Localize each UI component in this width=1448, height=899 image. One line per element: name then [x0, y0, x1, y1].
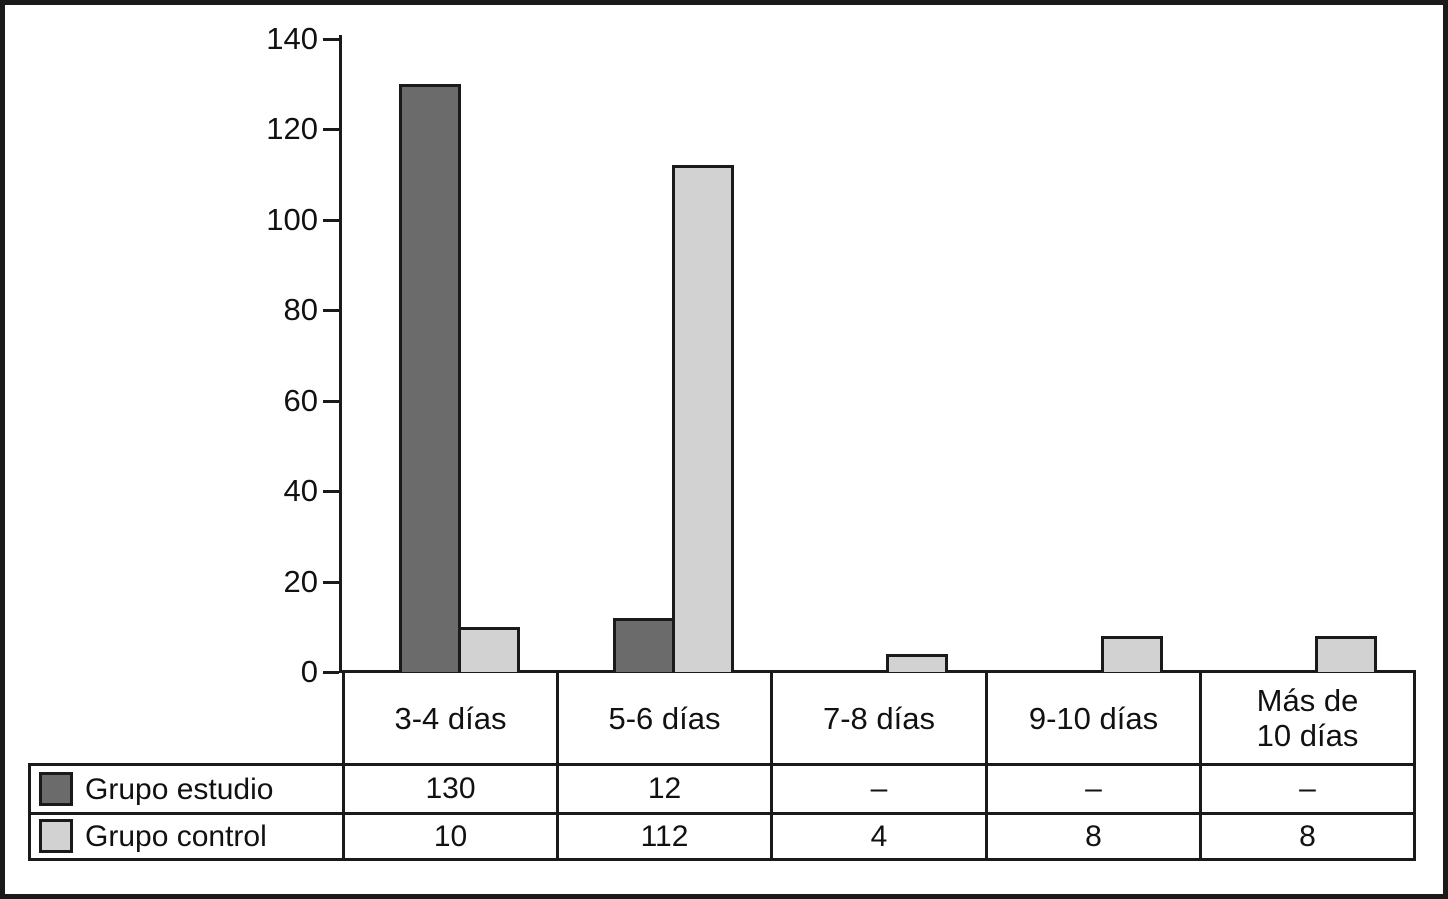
category-header-row: 3-4 días 5-6 días 7-8 días 9-10 días Más de 1…	[30, 670, 1416, 766]
bar-grupo-estudio-cat1	[613, 618, 675, 672]
y-axis-tick-label: 100	[266, 201, 318, 237]
table-row-grupo-control: Grupo control 10 112 4 8 8	[28, 812, 1416, 861]
value-cell: 130	[342, 763, 559, 815]
bar-grupo-control-cat2	[886, 654, 948, 672]
bar-grupo-control-cat3	[1101, 636, 1163, 672]
y-axis-tick-label: 20	[283, 563, 318, 599]
data-table: 3-4 días 5-6 días 7-8 días 9-10 días Más de 1…	[28, 670, 1416, 861]
category-label-line: Más de	[1256, 683, 1359, 718]
y-axis-tick-mark	[323, 218, 339, 222]
y-axis-tick-mark	[323, 580, 339, 584]
bar-grupo-estudio-cat0	[399, 84, 461, 672]
legend-swatch-grupo-estudio	[39, 771, 73, 806]
y-axis-tick-label: 140	[266, 20, 318, 56]
bar-grupo-control-cat4	[1315, 636, 1377, 672]
legend-swatch-grupo-control	[39, 819, 73, 853]
y-axis-tick-mark	[323, 671, 339, 674]
y-axis-tick-label: 40	[283, 473, 318, 508]
legend-label: Grupo estudio	[85, 772, 274, 806]
table-body: 3-4 días 5-6 días 7-8 días 9-10 días Más de 1…	[28, 670, 1416, 861]
category-label-line: 10 días	[1256, 718, 1359, 753]
category-label-line: 9-10 días	[1028, 700, 1159, 736]
y-axis-tick-label: 80	[283, 292, 318, 327]
category-header-cell: Más de 10 días	[1199, 670, 1416, 766]
legend-label: Grupo control	[85, 820, 267, 853]
category-header-cell: 7-8 días	[770, 670, 988, 766]
legend-cell: Grupo estudio	[28, 763, 345, 815]
value-cell: 10	[342, 812, 559, 861]
y-axis-tick-label: 0	[300, 654, 318, 689]
y-axis-tick-mark	[323, 128, 339, 131]
category-label-line: 3-4 días	[394, 700, 507, 736]
value-cell: –	[985, 763, 1202, 815]
bar-grupo-control-cat1	[672, 165, 734, 672]
category-label-line: 7-8 días	[822, 700, 935, 736]
value-cell: 112	[556, 812, 773, 861]
y-axis-line	[339, 35, 342, 673]
category-label-line: 5-6 días	[608, 700, 721, 736]
y-axis-tick-mark	[323, 490, 339, 493]
bar-grupo-control-cat0	[458, 627, 520, 672]
y-axis-tick-mark	[323, 37, 339, 41]
y-axis-tick-mark	[323, 309, 339, 312]
y-axis-tick-label: 60	[283, 382, 318, 418]
value-cell: –	[1199, 763, 1416, 815]
table-row-grupo-estudio: Grupo estudio 130 12– – –	[28, 763, 1416, 815]
value-cell: 12	[556, 763, 773, 815]
value-cell: 8	[1199, 812, 1416, 861]
value-cell: 4	[770, 812, 988, 861]
category-header-cell: 3-4 días	[342, 670, 559, 766]
value-cell: –	[770, 763, 988, 815]
value-cell: 8	[985, 812, 1202, 861]
category-header-cell: 5-6 días	[556, 670, 773, 766]
legend-cell: Grupo control	[28, 812, 345, 861]
y-axis-tick-label: 120	[266, 111, 318, 146]
category-header-cell: 9-10 días	[985, 670, 1202, 766]
y-axis-tick-mark	[323, 399, 339, 403]
